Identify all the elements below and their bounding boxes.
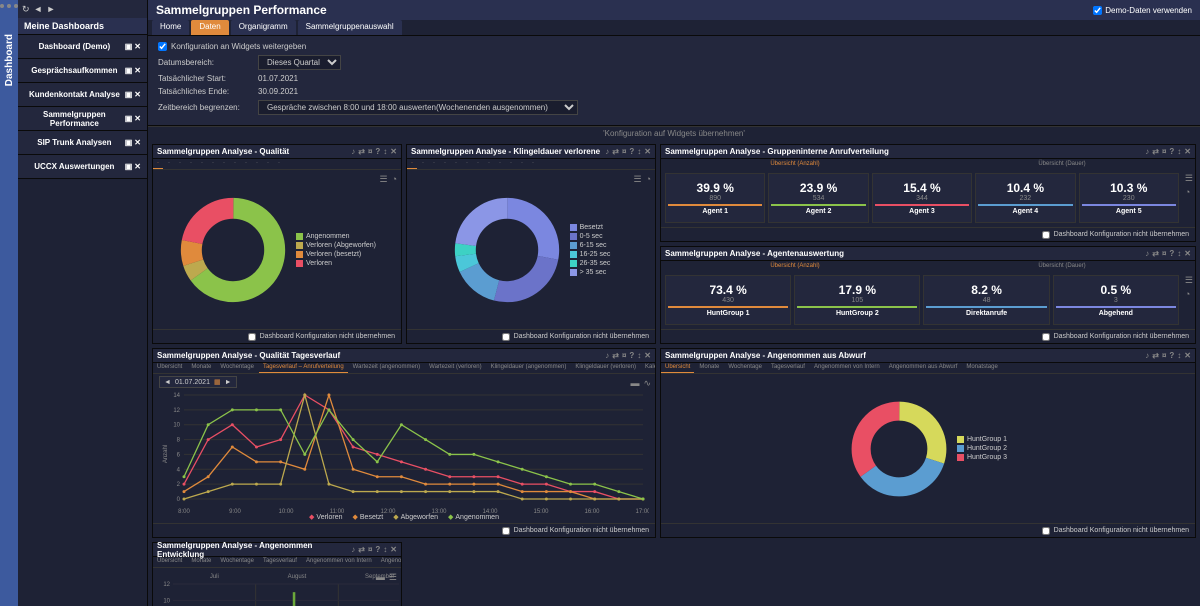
main-tab[interactable]: Sammelgruppenauswahl bbox=[298, 20, 402, 35]
sidebar-header: Meine Dashboards bbox=[18, 18, 147, 35]
svg-text:2: 2 bbox=[177, 482, 181, 488]
refresh-icon[interactable]: ↻ bbox=[22, 4, 30, 15]
calendar-icon[interactable]: ▦ bbox=[214, 378, 221, 386]
main-tab[interactable]: Home bbox=[152, 20, 189, 35]
svg-text:12: 12 bbox=[173, 407, 180, 413]
override-checkbox[interactable] bbox=[248, 333, 256, 341]
widget-entwicklung: Sammelgruppen Analyse - Angenommen Entwi… bbox=[152, 542, 402, 606]
svg-text:9:00: 9:00 bbox=[229, 509, 241, 515]
svg-text:17:00: 17:00 bbox=[635, 509, 649, 515]
stat-card[interactable]: 23.9 %534Agent 2 bbox=[768, 173, 868, 223]
window-controls[interactable] bbox=[0, 4, 18, 8]
config-panel: Konfiguration an Widgets weitergeben Dat… bbox=[148, 36, 1200, 126]
widget-agenten: Sammelgruppen Analyse - Agentenauswertun… bbox=[660, 246, 1196, 344]
svg-text:Anzahl: Anzahl bbox=[163, 444, 169, 462]
sidebar-item[interactable]: Sammelgruppen Performance▣✕ bbox=[18, 107, 147, 131]
page-title: Sammelgruppen Performance bbox=[156, 3, 327, 17]
date-picker[interactable]: ◄ 01.07.2021 ▦ ► bbox=[159, 376, 237, 388]
main-tab[interactable]: Organigramm bbox=[231, 20, 296, 35]
sidebar-item[interactable]: Gesprächsaufkommen▣✕ bbox=[18, 59, 147, 83]
widget-klingeldauer: Sammelgruppen Analyse - Klingeldauer ver… bbox=[406, 144, 656, 344]
widget-tagesverlauf: Sammelgruppen Analyse - Qualität Tagesve… bbox=[152, 348, 656, 538]
stat-card[interactable]: 8.2 %48Direktanrufe bbox=[923, 275, 1049, 325]
svg-text:10: 10 bbox=[163, 598, 170, 604]
stat-card[interactable]: 0.5 %3Abgehend bbox=[1053, 275, 1179, 325]
sidebar-toolbar: ↻ ◄ ► bbox=[18, 0, 147, 18]
svg-text:4: 4 bbox=[177, 467, 181, 473]
widget-abwurf: Sammelgruppen Analyse - Angenommen aus A… bbox=[660, 348, 1196, 538]
main-tab[interactable]: Daten bbox=[191, 20, 228, 35]
propagate-checkbox[interactable] bbox=[158, 42, 167, 51]
svg-text:10:00: 10:00 bbox=[278, 509, 294, 515]
svg-text:12: 12 bbox=[163, 582, 170, 588]
main-area: Sammelgruppen Performance Demo-Daten ver… bbox=[148, 0, 1200, 606]
chart-type-icon[interactable]: ☰ bbox=[379, 174, 387, 185]
stat-card[interactable]: 15.4 %344Agent 3 bbox=[872, 173, 972, 223]
stat-card[interactable]: 39.9 %890Agent 1 bbox=[665, 173, 765, 223]
widget-grid: Sammelgruppen Analyse - Qualität ♪⇄¤?↕✕ … bbox=[148, 140, 1200, 606]
apply-config-button[interactable]: 'Konfiguration auf Widgets übernehmen' bbox=[148, 126, 1200, 140]
rail-label: Dashboard bbox=[4, 34, 15, 86]
sidebar-item[interactable]: Kundenkontakt Analyse▣✕ bbox=[18, 83, 147, 107]
stat-card[interactable]: 17.9 %105HuntGroup 2 bbox=[794, 275, 920, 325]
stat-card[interactable]: 10.3 %230Agent 5 bbox=[1079, 173, 1179, 223]
svg-text:16:00: 16:00 bbox=[584, 509, 600, 515]
time-range-select[interactable]: Gespräche zwischen 8:00 und 18:00 auswer… bbox=[258, 100, 578, 115]
widget-qualitaet: Sammelgruppen Analyse - Qualität ♪⇄¤?↕✕ … bbox=[152, 144, 402, 344]
sidebar-item[interactable]: UCCX Auswertungen▣✕ bbox=[18, 155, 147, 179]
title-bar: Sammelgruppen Performance Demo-Daten ver… bbox=[148, 0, 1200, 20]
svg-text:Juli: Juli bbox=[210, 574, 219, 580]
svg-text:8:00: 8:00 bbox=[178, 509, 190, 515]
svg-text:15:00: 15:00 bbox=[533, 509, 549, 515]
stat-card[interactable]: 10.4 %232Agent 4 bbox=[975, 173, 1075, 223]
svg-text:August: August bbox=[288, 574, 307, 580]
demo-checkbox[interactable] bbox=[1093, 6, 1102, 15]
nav-fwd-icon[interactable]: ► bbox=[46, 4, 55, 14]
demo-data-toggle[interactable]: Demo-Daten verwenden bbox=[1093, 6, 1200, 15]
date-range-select[interactable]: Dieses Quartal bbox=[258, 55, 341, 70]
left-rail: Dashboard bbox=[0, 0, 18, 606]
stat-card[interactable]: 73.4 %430HuntGroup 1 bbox=[665, 275, 791, 325]
sidebar-item[interactable]: Dashboard (Demo)▣✕ bbox=[18, 35, 147, 59]
main-tabs: HomeDatenOrganigrammSammelgruppenauswahl bbox=[148, 20, 1200, 36]
sidebar: ↻ ◄ ► Meine Dashboards Dashboard (Demo)▣… bbox=[18, 0, 148, 606]
widget-controls[interactable]: ♪⇄¤?↕✕ bbox=[351, 147, 397, 156]
widget-gruppeninterne: Sammelgruppen Analyse - Gruppeninterne A… bbox=[660, 144, 1196, 242]
sidebar-item[interactable]: SIP Trunk Analysen▣✕ bbox=[18, 131, 147, 155]
svg-text:14: 14 bbox=[173, 393, 180, 399]
svg-text:10: 10 bbox=[173, 422, 180, 428]
nav-back-icon[interactable]: ◄ bbox=[34, 4, 43, 14]
svg-text:8: 8 bbox=[177, 437, 181, 443]
svg-text:6: 6 bbox=[177, 452, 181, 458]
svg-text:0: 0 bbox=[177, 497, 181, 503]
chart-type-icon[interactable]: ◔ bbox=[392, 174, 397, 185]
